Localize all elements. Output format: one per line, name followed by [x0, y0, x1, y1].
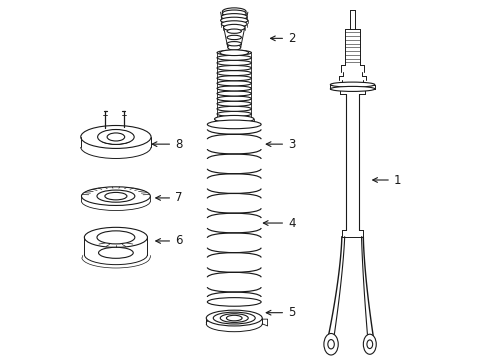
Ellipse shape [206, 310, 262, 326]
Ellipse shape [105, 192, 127, 200]
Ellipse shape [98, 130, 134, 144]
Ellipse shape [227, 41, 242, 46]
Ellipse shape [220, 17, 248, 24]
Text: 8: 8 [152, 138, 182, 150]
Ellipse shape [223, 24, 245, 31]
Ellipse shape [221, 21, 247, 27]
Ellipse shape [215, 121, 254, 128]
Text: 4: 4 [263, 216, 295, 230]
Ellipse shape [226, 315, 242, 321]
Text: 5: 5 [266, 306, 295, 319]
Text: 7: 7 [156, 192, 183, 204]
Ellipse shape [217, 112, 251, 116]
Ellipse shape [215, 116, 254, 123]
Ellipse shape [217, 106, 251, 111]
Ellipse shape [207, 298, 261, 306]
Ellipse shape [220, 314, 248, 323]
Ellipse shape [213, 312, 255, 324]
Ellipse shape [217, 60, 251, 66]
Text: 1: 1 [373, 174, 401, 186]
Text: 2: 2 [270, 32, 295, 45]
Ellipse shape [97, 190, 135, 202]
Ellipse shape [217, 50, 251, 55]
Ellipse shape [217, 76, 251, 81]
Ellipse shape [207, 120, 261, 129]
Ellipse shape [367, 340, 373, 348]
Ellipse shape [227, 35, 242, 40]
Ellipse shape [222, 10, 246, 17]
Ellipse shape [364, 334, 376, 354]
Ellipse shape [227, 29, 242, 33]
Ellipse shape [221, 14, 247, 20]
Ellipse shape [81, 187, 150, 206]
Ellipse shape [98, 247, 133, 258]
Text: 3: 3 [266, 138, 295, 150]
Ellipse shape [328, 339, 334, 349]
Ellipse shape [217, 81, 251, 86]
Ellipse shape [217, 117, 251, 122]
Ellipse shape [217, 91, 251, 96]
Ellipse shape [217, 86, 251, 91]
Ellipse shape [330, 82, 375, 87]
Text: 6: 6 [156, 234, 183, 247]
Ellipse shape [217, 96, 251, 101]
Ellipse shape [330, 86, 375, 91]
Ellipse shape [217, 101, 251, 106]
Ellipse shape [324, 333, 338, 355]
Ellipse shape [228, 44, 241, 50]
Ellipse shape [217, 71, 251, 76]
Ellipse shape [217, 55, 251, 60]
Ellipse shape [84, 227, 147, 247]
Ellipse shape [107, 133, 124, 141]
Ellipse shape [220, 50, 248, 55]
Ellipse shape [222, 8, 246, 15]
Ellipse shape [217, 66, 251, 71]
Ellipse shape [81, 126, 151, 148]
Ellipse shape [97, 231, 135, 244]
